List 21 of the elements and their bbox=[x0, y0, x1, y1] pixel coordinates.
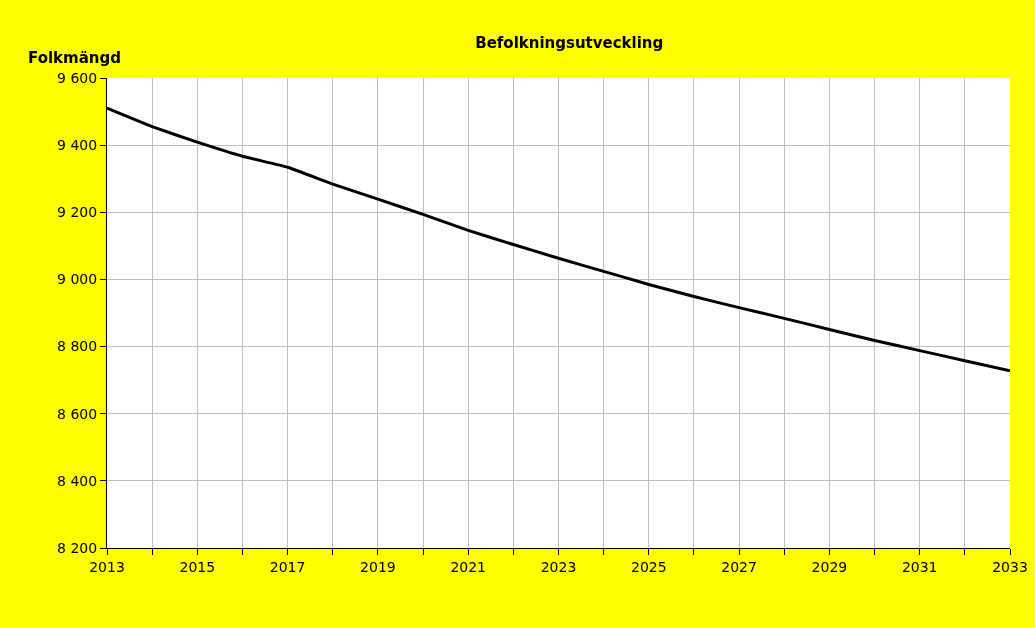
chart-title: Befolkningsutveckling bbox=[475, 34, 664, 53]
y-tick-label: 9 000 bbox=[57, 271, 98, 288]
x-tick-label: 2025 bbox=[630, 558, 667, 575]
x-tick-label: 2013 bbox=[89, 558, 125, 575]
y-tick-label: 9 600 bbox=[57, 69, 98, 86]
y-tick-label: 9 400 bbox=[57, 137, 98, 154]
y-tick-label: 9 200 bbox=[57, 204, 98, 221]
x-tick-label: 2015 bbox=[179, 558, 216, 575]
x-tick-label: 2019 bbox=[360, 558, 396, 575]
y-tick-label: 8 800 bbox=[57, 338, 98, 355]
x-tick-label: 2031 bbox=[901, 558, 938, 575]
y-tick-label: 8 400 bbox=[57, 472, 98, 489]
y-axis-title: Folkmängd bbox=[28, 49, 121, 67]
y-tick-label: 8 600 bbox=[57, 405, 98, 422]
x-tick-label: 2021 bbox=[450, 558, 487, 575]
x-tick-label: 2029 bbox=[811, 558, 848, 575]
x-tick-label: 2017 bbox=[269, 558, 306, 575]
x-tick-label: 2033 bbox=[992, 558, 1028, 575]
x-tick-label: 2023 bbox=[540, 558, 577, 575]
y-tick-label: 8 200 bbox=[57, 539, 98, 556]
x-tick-label: 2027 bbox=[721, 558, 757, 575]
